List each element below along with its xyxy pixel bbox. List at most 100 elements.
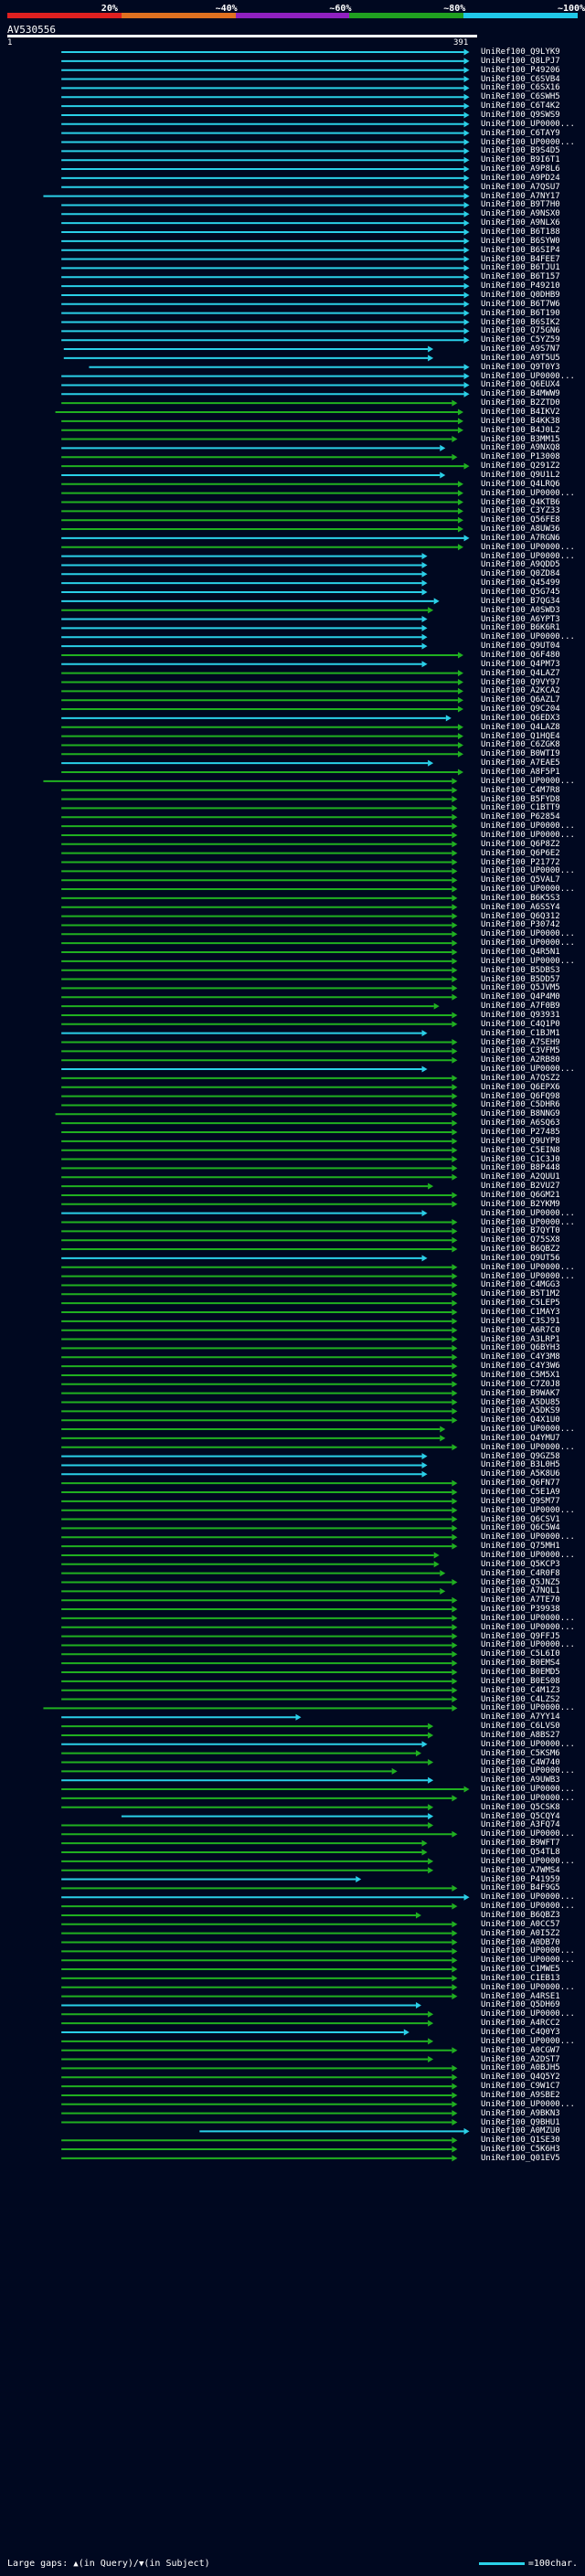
hit-label[interactable]: UniRef100_Q6P6E2 <box>481 848 560 858</box>
hit-label[interactable]: UniRef100_Q6F480 <box>481 650 560 660</box>
hit-label[interactable]: UniRef100_A3LRP1 <box>481 1334 560 1344</box>
hit-label[interactable]: UniRef100_A7F0B9 <box>481 1002 560 1012</box>
hit-label[interactable]: UniRef100_UP0000... <box>481 1208 575 1218</box>
hit-label[interactable]: UniRef100_UP0000... <box>481 551 575 561</box>
hit-label[interactable]: UniRef100_B0ES08 <box>481 1676 560 1686</box>
hit-label[interactable]: UniRef100_UP0000... <box>481 1703 575 1713</box>
hit-label[interactable]: UniRef100_Q5DH69 <box>481 2000 560 2010</box>
hit-label[interactable]: UniRef100_B6SIK2 <box>481 317 560 327</box>
hit-label[interactable]: UniRef100_Q4KTB6 <box>481 497 560 507</box>
hit-label[interactable]: UniRef100_A3FQ74 <box>481 1820 560 1830</box>
hit-label[interactable]: UniRef100_UP0000... <box>481 1622 575 1632</box>
hit-label[interactable]: UniRef100_C6ZGK8 <box>481 740 560 750</box>
hit-label[interactable]: UniRef100_A5DKS9 <box>481 1406 560 1416</box>
hit-label[interactable]: UniRef100_A7SEH9 <box>481 1037 560 1047</box>
hit-label[interactable]: UniRef100_A7NY17 <box>481 191 560 201</box>
hit-label[interactable]: UniRef100_UP0000... <box>481 488 575 498</box>
hit-label[interactable]: UniRef100_A2RB80 <box>481 1055 560 1065</box>
hit-label[interactable]: UniRef100_C4R0F8 <box>481 1568 560 1578</box>
hit-label[interactable]: UniRef100_A0BJH5 <box>481 2063 560 2073</box>
hit-label[interactable]: UniRef100_C6SVB4 <box>481 74 560 84</box>
hit-label[interactable]: UniRef100_Q9BHU1 <box>481 2117 560 2127</box>
hit-label[interactable]: UniRef100_A9PD24 <box>481 173 560 183</box>
hit-label[interactable]: UniRef100_C5L6I0 <box>481 1649 560 1659</box>
hit-label[interactable]: UniRef100_Q9SWS9 <box>481 110 560 120</box>
hit-label[interactable]: UniRef100_UP0000... <box>481 1271 575 1281</box>
hit-label[interactable]: UniRef100_P49206 <box>481 65 560 75</box>
hit-label[interactable]: UniRef100_B4IKV2 <box>481 408 560 417</box>
hit-label[interactable]: UniRef100_Q6CSV1 <box>481 1514 560 1524</box>
hit-label[interactable]: UniRef100_A7QSZ2 <box>481 1073 560 1083</box>
hit-label[interactable]: UniRef100_UP0000... <box>481 2036 575 2046</box>
hit-label[interactable]: UniRef100_Q4PM73 <box>481 659 560 669</box>
hit-label[interactable]: UniRef100_A4RSE1 <box>481 1991 560 2001</box>
hit-label[interactable]: UniRef100_C1BJM1 <box>481 1028 560 1038</box>
hit-label[interactable]: UniRef100_Q6FQ98 <box>481 1091 560 1101</box>
hit-label[interactable]: UniRef100_Q5CQY4 <box>481 1811 560 1821</box>
hit-label[interactable]: UniRef100_UP0000... <box>481 1739 575 1749</box>
hit-label[interactable]: UniRef100_P21772 <box>481 857 560 867</box>
hit-label[interactable]: UniRef100_B9WAK7 <box>481 1388 560 1398</box>
hit-label[interactable]: UniRef100_Q9FFJ5 <box>481 1631 560 1641</box>
hit-label[interactable]: UniRef100_P39938 <box>481 1605 560 1615</box>
hit-label[interactable]: UniRef100_P41959 <box>481 1874 560 1884</box>
hit-label[interactable]: UniRef100_UP0000... <box>481 137 575 147</box>
hit-label[interactable]: UniRef100_A9SBE2 <box>481 2090 560 2100</box>
hit-label[interactable]: UniRef100_Q9T0Y3 <box>481 362 560 372</box>
hit-label[interactable]: UniRef100_UP0000... <box>481 1982 575 1992</box>
hit-label[interactable]: UniRef100_A2KCA2 <box>481 686 560 696</box>
hit-label[interactable]: UniRef100_UP0000... <box>481 1956 575 1966</box>
hit-label[interactable]: UniRef100_P30742 <box>481 920 560 930</box>
hit-label[interactable]: UniRef100_UP0000... <box>481 632 575 642</box>
hit-label[interactable]: UniRef100_Q5G745 <box>481 588 560 597</box>
hit-label[interactable]: UniRef100_C1MWE5 <box>481 1965 560 1975</box>
hit-label[interactable]: UniRef100_UP0000... <box>481 822 575 832</box>
hit-label[interactable]: UniRef100_B6K5S3 <box>481 893 560 903</box>
hit-label[interactable]: UniRef100_A9S7N7 <box>481 345 560 355</box>
hit-label[interactable]: UniRef100_UP0000... <box>481 1217 575 1227</box>
hit-label[interactable]: UniRef100_A7EAE5 <box>481 758 560 769</box>
hit-label[interactable]: UniRef100_UP0000... <box>481 866 575 876</box>
hit-label[interactable]: UniRef100_Q6EDX3 <box>481 713 560 723</box>
hit-label[interactable]: UniRef100_B2YKM9 <box>481 1199 560 1209</box>
hit-label[interactable]: UniRef100_B9WFT7 <box>481 1839 560 1849</box>
hit-label[interactable]: UniRef100_A8BS27 <box>481 1730 560 1740</box>
hit-label[interactable]: UniRef100_UP0000... <box>481 1442 575 1452</box>
hit-label[interactable]: UniRef100_C6LVS0 <box>481 1722 560 1732</box>
hit-label[interactable]: UniRef100_A6SQ63 <box>481 1118 560 1129</box>
hit-label[interactable]: UniRef100_Q6BYH3 <box>481 1343 560 1353</box>
hit-label[interactable]: UniRef100_Q6EPX6 <box>481 1082 560 1092</box>
hit-label[interactable]: UniRef100_Q5VAL7 <box>481 875 560 885</box>
hit-label[interactable]: UniRef100_Q4X1U0 <box>481 1415 560 1426</box>
hit-label[interactable]: UniRef100_Q1HQE4 <box>481 731 560 741</box>
hit-label[interactable]: UniRef100_A0I5Z2 <box>481 1928 560 1938</box>
hit-label[interactable]: UniRef100_Q54TL8 <box>481 1848 560 1857</box>
hit-label[interactable]: UniRef100_Q6P8Z2 <box>481 839 560 849</box>
hit-label[interactable]: UniRef100_Q45499 <box>481 578 560 588</box>
hit-label[interactable]: UniRef100_B2ZTD0 <box>481 398 560 408</box>
hit-label[interactable]: UniRef100_B6T7W6 <box>481 299 560 309</box>
hit-label[interactable]: UniRef100_A5DU85 <box>481 1397 560 1407</box>
hit-label[interactable]: UniRef100_UP0000... <box>481 1532 575 1542</box>
hit-label[interactable]: UniRef100_UP0000... <box>481 1613 575 1623</box>
hit-label[interactable]: UniRef100_B8P448 <box>481 1163 560 1173</box>
hit-label[interactable]: UniRef100_C4M7R8 <box>481 785 560 795</box>
hit-label[interactable]: UniRef100_UP0000... <box>481 1902 575 1912</box>
hit-label[interactable]: UniRef100_Q56FE8 <box>481 515 560 525</box>
hit-label[interactable]: UniRef100_UP0000... <box>481 938 575 949</box>
hit-label[interactable]: UniRef100_UP0000... <box>481 830 575 840</box>
hit-label[interactable]: UniRef100_A6SSY4 <box>481 902 560 912</box>
hit-label[interactable]: UniRef100_A9BKN3 <box>481 2108 560 2118</box>
hit-label[interactable]: UniRef100_B4MWW9 <box>481 389 560 399</box>
hit-label[interactable]: UniRef100_C5YZ59 <box>481 335 560 345</box>
hit-label[interactable]: UniRef100_Q4P4M0 <box>481 992 560 1002</box>
hit-label[interactable]: UniRef100_Q5JNZ5 <box>481 1577 560 1587</box>
hit-label[interactable]: UniRef100_B6QBZ3 <box>481 1910 560 1920</box>
hit-label[interactable]: UniRef100_C3VFM5 <box>481 1046 560 1056</box>
hit-label[interactable]: UniRef100_Q4R5N1 <box>481 948 560 957</box>
hit-label[interactable]: UniRef100_C4MGG3 <box>481 1280 560 1290</box>
hit-label[interactable]: UniRef100_UP0000... <box>481 1065 575 1075</box>
hit-label[interactable]: UniRef100_Q01EV5 <box>481 2153 560 2163</box>
hit-label[interactable]: UniRef100_Q75GN6 <box>481 326 560 336</box>
hit-label[interactable]: UniRef100_UP0000... <box>481 885 575 895</box>
